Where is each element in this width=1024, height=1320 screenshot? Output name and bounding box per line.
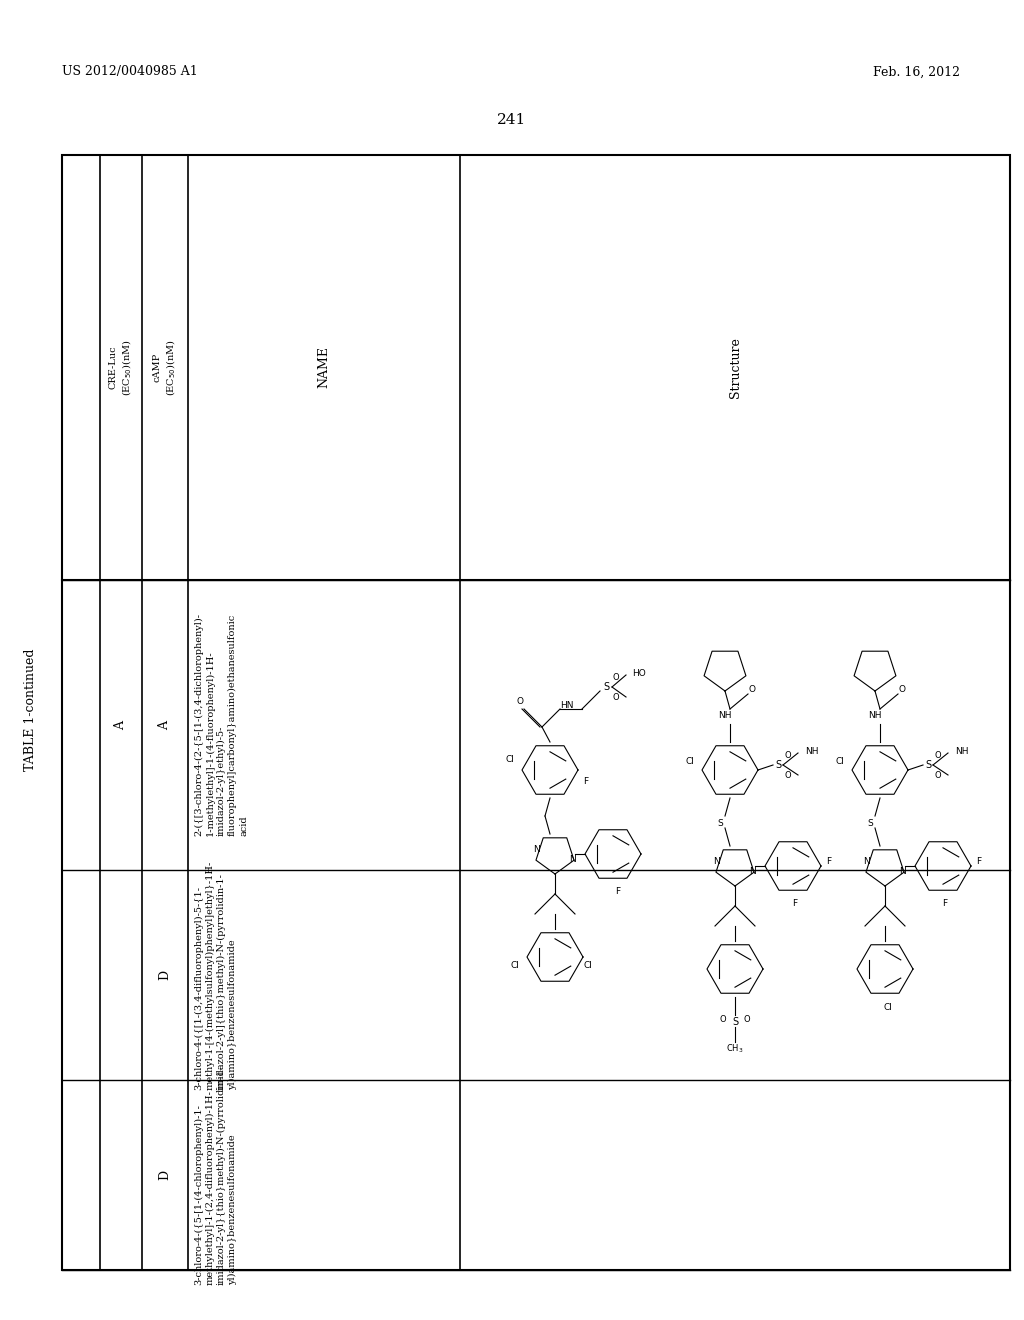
Text: HN: HN [560,701,573,710]
Text: NH: NH [805,747,818,755]
Text: F: F [615,887,621,896]
Text: NH: NH [955,747,969,755]
Text: F: F [793,899,798,908]
Text: Cl: Cl [685,758,694,767]
Text: CH$_3$: CH$_3$ [726,1043,743,1055]
Text: D: D [159,970,171,979]
Text: O: O [935,771,941,780]
Text: Cl: Cl [836,758,845,767]
Text: US 2012/0040985 A1: US 2012/0040985 A1 [62,66,198,78]
Text: N: N [750,866,757,875]
Text: 3-chloro-4-({5-[1-(4-chlorophenyl)-1-
methylethyl]-1-(2,4-difluorophenyl)-1H-
im: 3-chloro-4-({5-[1-(4-chlorophenyl)-1- me… [194,1065,237,1284]
Text: N: N [714,857,720,866]
Text: O: O [784,751,792,759]
Text: TABLE 1-continued: TABLE 1-continued [24,648,37,771]
Text: Cl: Cl [511,961,519,969]
Text: F: F [942,899,947,908]
Text: O: O [612,672,620,681]
Text: S: S [732,1016,738,1027]
Text: N: N [569,854,577,863]
Text: Feb. 16, 2012: Feb. 16, 2012 [873,66,961,78]
Text: O: O [898,685,905,693]
Text: F: F [584,777,589,787]
Text: N: N [900,866,906,875]
Text: Cl: Cl [584,961,593,969]
Text: NAME: NAME [317,346,331,388]
Text: CRE-Luc
(EC$_{50}$)(nM): CRE-Luc (EC$_{50}$)(nM) [109,339,134,396]
Text: Structure: Structure [728,337,741,397]
Text: Cl: Cl [506,755,514,764]
Text: S: S [603,682,609,692]
Text: 3-chloro-4-({[1-(3,4-difluorophenyl)-5-{1-
methyl-1-[4-(methylsulfonyl)phenyl]et: 3-chloro-4-({[1-(3,4-difluorophenyl)-5-{… [194,861,237,1089]
Text: HO: HO [632,668,646,677]
Text: O: O [935,751,941,759]
Text: 2-({[3-chloro-4-(2-{5-[1-(3,4-dichlorophenyl)-
1-methylethyl]-1-(4-fluorophenyl): 2-({[3-chloro-4-(2-{5-[1-(3,4-dichloroph… [194,614,248,837]
Text: A: A [115,721,128,730]
Text: O: O [720,1015,726,1023]
Bar [62,154,1010,1270]
Text: O: O [749,685,756,693]
Text: F: F [826,857,831,866]
Text: A: A [159,721,171,730]
Text: O: O [516,697,523,706]
Text: NH: NH [718,711,732,721]
Text: O: O [612,693,620,701]
Text: NH: NH [868,711,882,721]
Text: cAMP
(EC$_{50}$)(nM): cAMP (EC$_{50}$)(nM) [153,339,178,396]
Text: D: D [159,1170,171,1180]
Text: S: S [717,818,723,828]
Text: S: S [775,760,781,770]
Text: Cl: Cl [884,1002,893,1011]
Text: 241: 241 [498,114,526,127]
Text: N: N [863,857,870,866]
Text: F: F [977,857,982,866]
Text: S: S [867,818,872,828]
Text: O: O [743,1015,751,1023]
Text: N: N [534,845,541,854]
Text: S: S [925,760,931,770]
Text: O: O [784,771,792,780]
